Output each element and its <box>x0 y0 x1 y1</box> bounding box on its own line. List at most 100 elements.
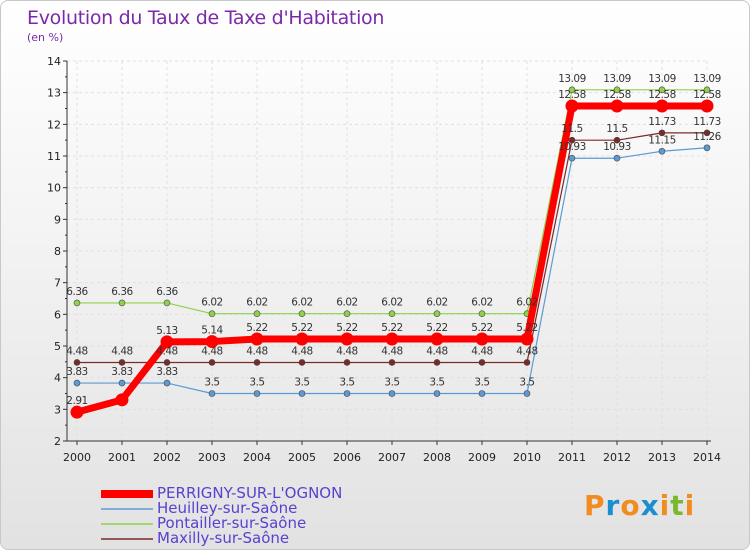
logo-letter: r <box>605 489 621 522</box>
data-point <box>70 405 84 419</box>
data-point <box>520 332 534 346</box>
x-tick-label: 2007 <box>378 451 406 464</box>
logo-letter: i <box>659 489 671 522</box>
proxiti-logo: Proxiti <box>584 489 695 522</box>
data-point <box>208 310 216 318</box>
data-label: 13.09 <box>693 73 721 85</box>
data-point <box>253 310 261 318</box>
data-point <box>340 332 354 346</box>
data-label: 3.5 <box>474 377 489 389</box>
x-tick-label: 2004 <box>243 451 271 464</box>
data-point <box>430 332 444 346</box>
x-tick-label: 2000 <box>63 451 91 464</box>
data-label: 3.83 <box>111 366 132 378</box>
data-point <box>298 390 306 397</box>
data-point <box>388 359 396 366</box>
x-tick-label: 2009 <box>468 451 496 464</box>
data-label: 6.02 <box>516 297 537 309</box>
x-tick-label: 2001 <box>108 451 136 464</box>
data-point <box>385 332 399 346</box>
data-point <box>163 359 171 366</box>
data-label: 3.83 <box>156 366 177 378</box>
data-label: 3.5 <box>384 377 399 389</box>
data-point <box>475 332 489 346</box>
data-point <box>478 310 486 318</box>
y-tick-label: 6 <box>54 308 61 321</box>
data-label: 6.02 <box>471 297 492 309</box>
data-label: 4.48 <box>66 345 87 357</box>
data-point <box>343 359 351 366</box>
data-point <box>73 359 81 366</box>
data-point <box>163 299 171 307</box>
data-label: 5.22 <box>336 322 357 334</box>
x-tick-label: 2008 <box>423 451 451 464</box>
data-label: 4.48 <box>156 345 177 357</box>
data-label: 10.93 <box>558 141 586 153</box>
data-label: 6.02 <box>426 297 447 309</box>
x-tick-label: 2005 <box>288 451 316 464</box>
logo-letter: t <box>670 489 685 522</box>
x-tick-label: 2002 <box>153 451 181 464</box>
y-tick-label: 3 <box>54 403 61 416</box>
data-point <box>163 379 171 387</box>
data-label: 4.48 <box>291 345 312 357</box>
data-point <box>703 144 711 152</box>
data-label: 6.36 <box>111 286 133 298</box>
data-label: 4.48 <box>381 345 402 357</box>
logo-letter: i <box>684 489 696 522</box>
data-label: 6.36 <box>66 286 88 298</box>
data-label: 5.22 <box>471 322 492 334</box>
unit-label: (en %) <box>27 31 64 44</box>
data-label: 3.83 <box>66 366 87 378</box>
data-label: 11.73 <box>693 116 721 128</box>
data-point <box>703 129 711 137</box>
data-label: 11.5 <box>606 123 627 135</box>
data-label: 6.02 <box>336 297 357 309</box>
y-tick-label: 8 <box>54 245 61 258</box>
data-point <box>115 393 129 407</box>
y-tick-label: 4 <box>54 372 61 385</box>
data-label: 4.48 <box>246 345 267 357</box>
data-point <box>613 154 621 162</box>
data-point <box>610 99 624 113</box>
data-point <box>658 86 666 94</box>
data-label: 4.48 <box>111 345 132 357</box>
data-label: 5.22 <box>246 322 267 334</box>
data-label: 5.22 <box>426 322 447 334</box>
data-label: 12.58 <box>693 89 721 101</box>
data-point <box>478 390 486 397</box>
legend-label: Heuilley-sur-Saône <box>157 499 298 517</box>
x-tick-label: 2010 <box>513 451 541 464</box>
data-label: 4.48 <box>336 345 357 357</box>
data-point <box>118 299 126 307</box>
data-point <box>703 86 711 94</box>
data-label: 12.58 <box>648 89 676 101</box>
data-point <box>208 359 216 366</box>
data-label: 3.5 <box>519 377 534 389</box>
data-point <box>298 310 306 318</box>
x-tick-label: 2011 <box>558 451 586 464</box>
data-label: 5.13 <box>156 325 177 337</box>
x-tick-label: 2014 <box>693 451 721 464</box>
data-point <box>73 379 81 387</box>
data-label: 13.09 <box>603 73 631 85</box>
data-label: 4.48 <box>201 345 222 357</box>
data-label: 2.91 <box>66 395 87 407</box>
data-label: 4.48 <box>516 345 537 357</box>
data-point <box>658 129 666 137</box>
data-label: 6.02 <box>246 297 267 309</box>
y-tick-label: 11 <box>47 150 61 163</box>
y-tick-label: 2 <box>54 435 61 448</box>
data-point <box>205 335 219 349</box>
data-point <box>478 359 486 366</box>
chart-title: Evolution du Taux de Taxe d'Habitation <box>27 7 385 29</box>
data-point <box>568 86 576 94</box>
legend-label: Pontailler-sur-Saône <box>157 514 307 532</box>
data-point <box>73 299 81 307</box>
data-point <box>700 99 714 113</box>
data-label: 3.5 <box>204 377 219 389</box>
data-point <box>523 390 531 397</box>
data-label: 4.48 <box>426 345 447 357</box>
data-point <box>658 147 666 155</box>
